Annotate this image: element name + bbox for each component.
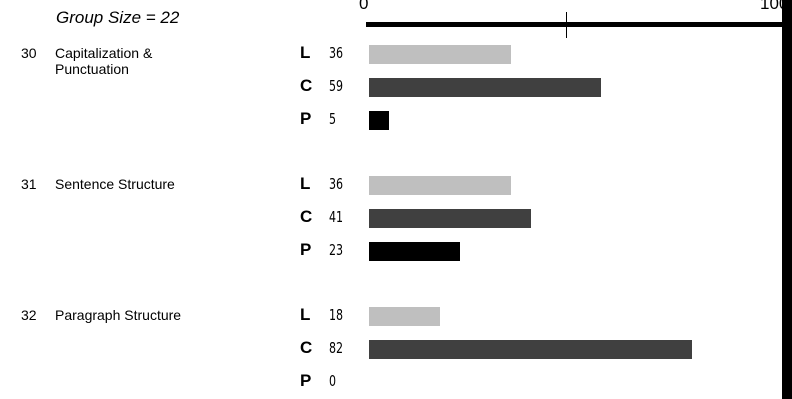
series-code-L: L xyxy=(300,43,311,62)
data-label: 82 xyxy=(329,339,344,357)
series-code-C: C xyxy=(300,76,313,95)
axis-midpoint-tick xyxy=(566,12,567,38)
bar-L xyxy=(369,307,440,326)
data-label: 23 xyxy=(329,241,344,259)
data-label: 18 xyxy=(329,306,344,324)
item-number: 31 xyxy=(21,176,37,192)
axis-line xyxy=(366,22,782,27)
right-border xyxy=(782,0,792,399)
bar-L xyxy=(369,176,511,195)
axis-tick-min: 0 xyxy=(359,0,369,13)
item-name: Paragraph Structure xyxy=(55,307,182,323)
series-code-P: P xyxy=(300,371,312,390)
data-label: 41 xyxy=(329,208,344,226)
bar-C xyxy=(369,340,693,359)
data-label: 36 xyxy=(329,44,344,62)
data-label: 5 xyxy=(329,110,337,128)
series-code-C: C xyxy=(300,207,313,226)
item-number: 32 xyxy=(21,307,37,323)
series-code-P: P xyxy=(300,109,312,128)
data-label: 59 xyxy=(329,77,344,95)
data-label: 36 xyxy=(329,175,344,193)
series-code-L: L xyxy=(300,174,311,193)
group-size-label: Group Size = 22 xyxy=(56,8,180,27)
bar-C xyxy=(369,78,602,97)
item-name: Sentence Structure xyxy=(55,176,175,192)
bar-C xyxy=(369,209,531,228)
bar-P xyxy=(369,242,460,261)
item-name: Capitalization & Punctuation xyxy=(55,45,153,77)
bar-L xyxy=(369,45,511,64)
axis-tick-max: 100 xyxy=(760,0,789,13)
series-code-C: C xyxy=(300,338,313,357)
series-code-P: P xyxy=(300,240,312,259)
bar-P xyxy=(369,111,389,130)
series-code-L: L xyxy=(300,305,311,324)
item-number: 30 xyxy=(21,45,37,61)
data-label: 0 xyxy=(329,372,337,390)
